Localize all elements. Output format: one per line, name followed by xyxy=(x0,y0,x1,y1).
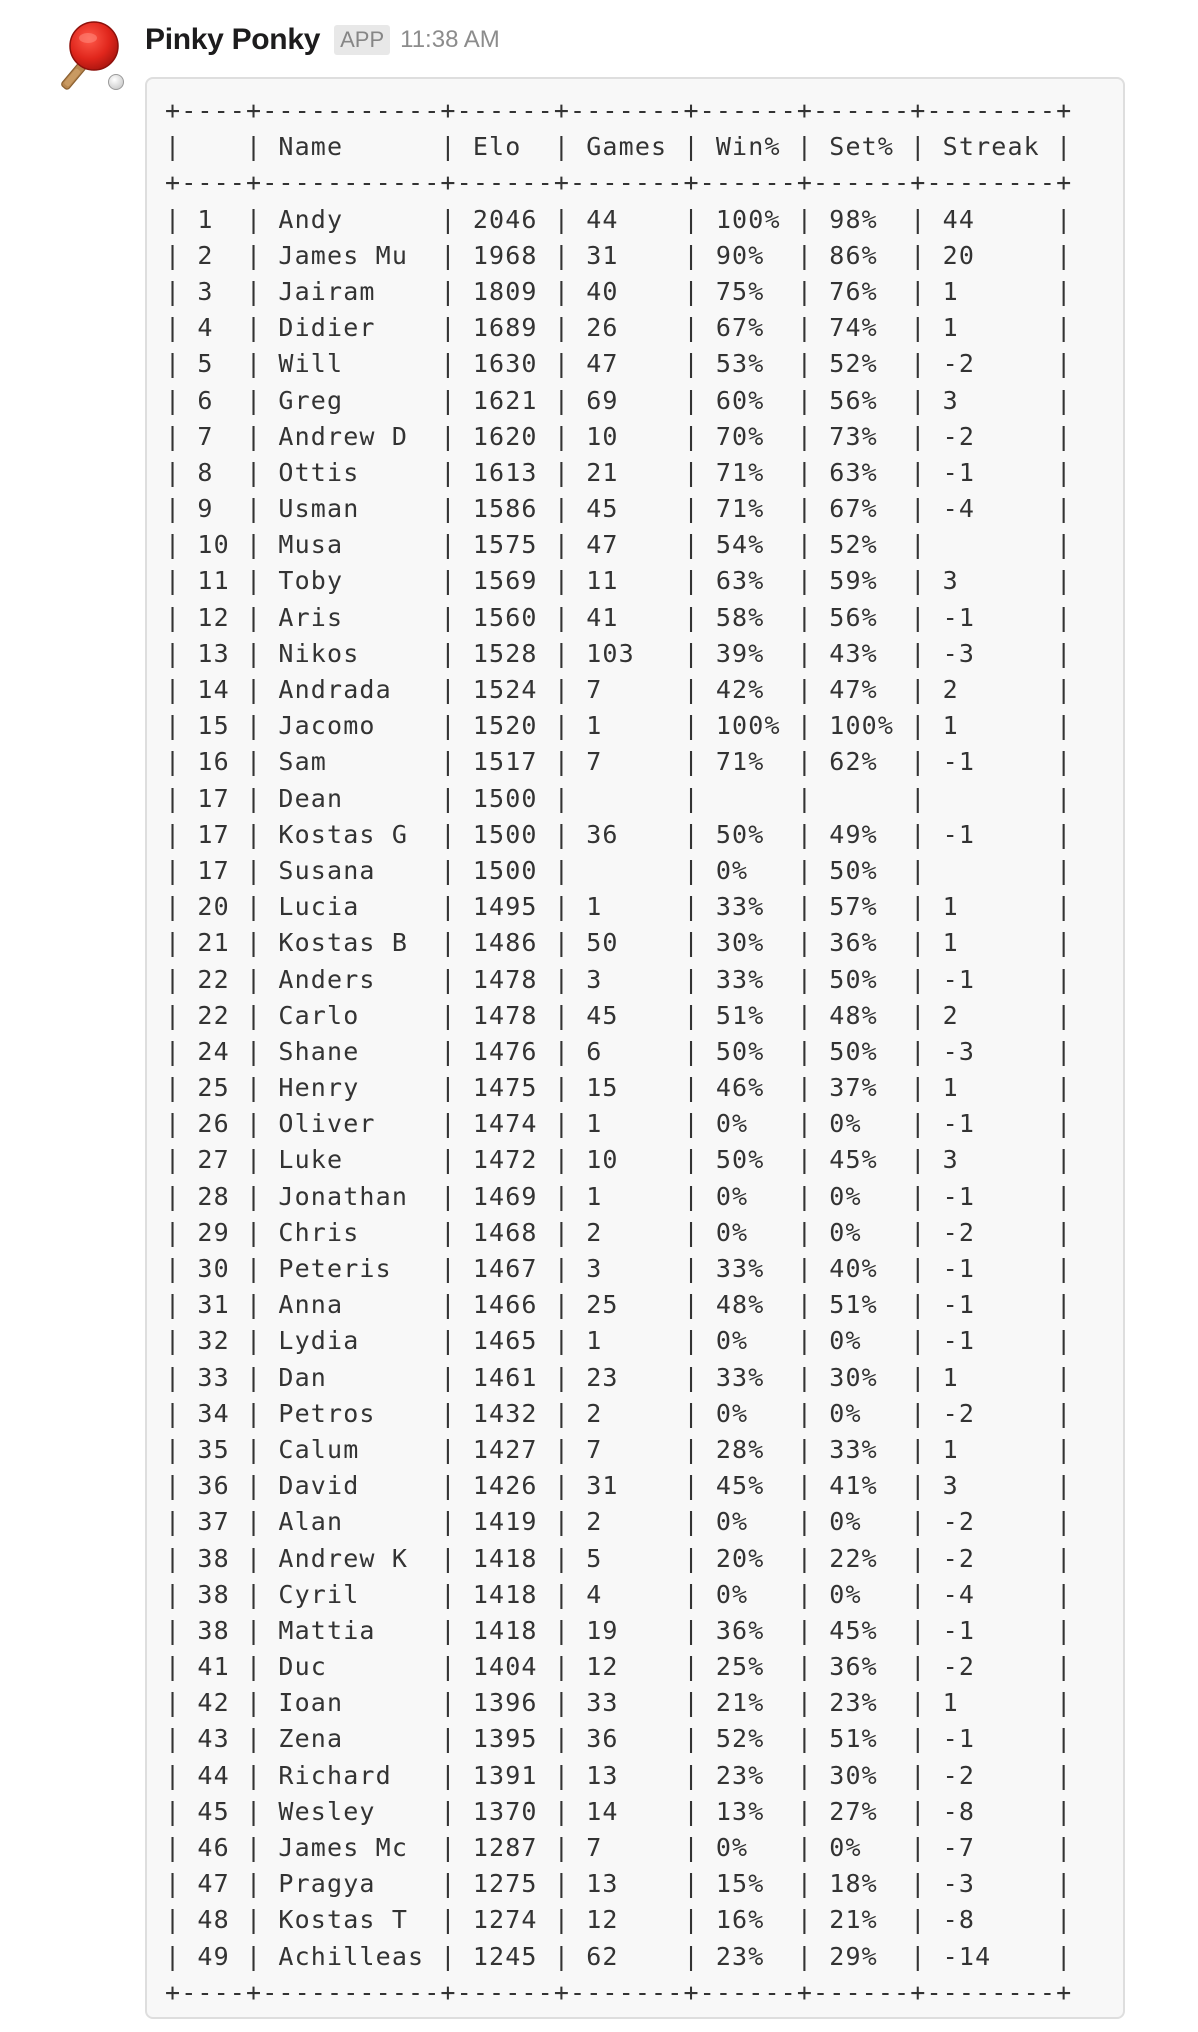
table-row: | 33 | Dan | 1461 | 23 | 33% | 30% | 1 | xyxy=(165,1362,1073,1392)
table-border: +----+-----------+------+-------+------+… xyxy=(165,168,1073,198)
table-row: | 6 | Greg | 1621 | 69 | 60% | 56% | 3 | xyxy=(165,385,1073,415)
table-row: | 28 | Jonathan | 1469 | 1 | 0% | 0% | -… xyxy=(165,1181,1073,1211)
table-header-row: | | Name | Elo | Games | Win% | Set% | S… xyxy=(165,132,1073,162)
table-row: | 24 | Shane | 1476 | 6 | 50% | 50% | -3… xyxy=(165,1036,1073,1066)
table-row: | 34 | Petros | 1432 | 2 | 0% | 0% | -2 … xyxy=(165,1398,1073,1428)
table-row: | 21 | Kostas B | 1486 | 50 | 30% | 36% … xyxy=(165,928,1073,958)
table-row: | 47 | Pragya | 1275 | 13 | 15% | 18% | … xyxy=(165,1869,1073,1899)
message-timestamp[interactable]: 11:38 AM xyxy=(400,26,500,53)
table-row: | 12 | Aris | 1560 | 41 | 58% | 56% | -1… xyxy=(165,602,1073,632)
table-row: | 26 | Oliver | 1474 | 1 | 0% | 0% | -1 … xyxy=(165,1109,1073,1139)
table-row: | 27 | Luke | 1472 | 10 | 50% | 45% | 3 … xyxy=(165,1145,1073,1175)
table-row: | 8 | Ottis | 1613 | 21 | 71% | 63% | -1… xyxy=(165,457,1073,487)
table-row: | 41 | Duc | 1404 | 12 | 25% | 36% | -2 … xyxy=(165,1652,1073,1682)
table-row: | 3 | Jairam | 1809 | 40 | 75% | 76% | 1… xyxy=(165,276,1073,306)
table-row: | 11 | Toby | 1569 | 11 | 63% | 59% | 3 … xyxy=(165,566,1073,596)
leaderboard-table: +----+-----------+------+-------+------+… xyxy=(165,93,1072,2011)
table-row: | 42 | Ioan | 1396 | 33 | 21% | 23% | 1 … xyxy=(165,1688,1073,1718)
ping-pong-paddle-icon[interactable] xyxy=(48,18,128,98)
table-row: | 45 | Wesley | 1370 | 14 | 13% | 27% | … xyxy=(165,1796,1073,1826)
table-row: | 16 | Sam | 1517 | 7 | 71% | 62% | -1 | xyxy=(165,747,1073,777)
table-row: | 22 | Carlo | 1478 | 45 | 51% | 48% | 2… xyxy=(165,1000,1073,1030)
table-row: | 4 | Didier | 1689 | 26 | 67% | 74% | 1… xyxy=(165,313,1073,343)
table-row: | 9 | Usman | 1586 | 45 | 71% | 67% | -4… xyxy=(165,494,1073,524)
table-row: | 25 | Henry | 1475 | 15 | 46% | 37% | 1… xyxy=(165,1073,1073,1103)
table-row: | 43 | Zena | 1395 | 36 | 52% | 51% | -1… xyxy=(165,1724,1073,1754)
table-row: | 7 | Andrew D | 1620 | 10 | 70% | 73% |… xyxy=(165,421,1073,451)
table-row: | 10 | Musa | 1575 | 47 | 54% | 52% | | xyxy=(165,530,1073,560)
table-row: | 15 | Jacomo | 1520 | 1 | 100% | 100% |… xyxy=(165,711,1073,741)
table-row: | 44 | Richard | 1391 | 13 | 23% | 30% |… xyxy=(165,1760,1073,1790)
table-row: | 46 | James Mc | 1287 | 7 | 0% | 0% | -… xyxy=(165,1833,1073,1862)
table-row: | 31 | Anna | 1466 | 25 | 48% | 51% | -1… xyxy=(165,1290,1073,1320)
table-row: | 36 | David | 1426 | 31 | 45% | 41% | 3… xyxy=(165,1471,1073,1501)
sender-name[interactable]: Pinky Ponky xyxy=(145,23,321,56)
table-row: | 38 | Mattia | 1418 | 19 | 36% | 45% | … xyxy=(165,1615,1073,1645)
table-row: | 17 | Dean | 1500 | | | | | xyxy=(165,783,1073,813)
app-badge: APP xyxy=(334,25,391,55)
table-row: | 14 | Andrada | 1524 | 7 | 42% | 47% | … xyxy=(165,675,1073,704)
table-row: | 2 | James Mu | 1968 | 31 | 90% | 86% |… xyxy=(165,240,1073,270)
table-row: | 17 | Kostas G | 1500 | 36 | 50% | 49% … xyxy=(165,819,1073,849)
table-row: | 32 | Lydia | 1465 | 1 | 0% | 0% | -1 | xyxy=(165,1326,1073,1356)
ping-pong-paddle-graphic xyxy=(61,21,124,90)
table-row: | 29 | Chris | 1468 | 2 | 0% | 0% | -2 | xyxy=(165,1217,1073,1247)
table-row: | 37 | Alan | 1419 | 2 | 0% | 0% | -2 | xyxy=(165,1507,1073,1537)
table-row: | 13 | Nikos | 1528 | 103 | 39% | 43% | … xyxy=(165,638,1073,668)
table-row: | 17 | Susana | 1500 | | 0% | 50% | | xyxy=(165,855,1073,885)
table-row: | 38 | Andrew K | 1418 | 5 | 20% | 22% |… xyxy=(165,1543,1073,1573)
table-row: | 22 | Anders | 1478 | 3 | 33% | 50% | -… xyxy=(165,964,1073,994)
table-border: +----+-----------+------+-------+------+… xyxy=(165,96,1073,125)
message-header: Pinky Ponky APP 11:38 AM xyxy=(145,18,500,62)
table-row: | 38 | Cyril | 1418 | 4 | 0% | 0% | -4 | xyxy=(165,1579,1073,1609)
table-row: | 20 | Lucia | 1495 | 1 | 33% | 57% | 1 … xyxy=(165,892,1073,922)
table-row: | 35 | Calum | 1427 | 7 | 28% | 33% | 1 … xyxy=(165,1434,1073,1464)
leaderboard-code-block: +----+-----------+------+-------+------+… xyxy=(145,77,1125,2019)
table-row: | 49 | Achilleas | 1245 | 62 | 23% | 29%… xyxy=(165,1941,1073,1971)
table-row: | 48 | Kostas T | 1274 | 12 | 16% | 21% … xyxy=(165,1905,1073,1935)
table-row: | 1 | Andy | 2046 | 44 | 100% | 98% | 44… xyxy=(165,204,1073,234)
table-row: | 5 | Will | 1630 | 47 | 53% | 52% | -2 … xyxy=(165,349,1073,379)
table-row: | 30 | Peteris | 1467 | 3 | 33% | 40% | … xyxy=(165,1254,1073,1283)
table-border: +----+-----------+------+-------+------+… xyxy=(165,1977,1073,2007)
